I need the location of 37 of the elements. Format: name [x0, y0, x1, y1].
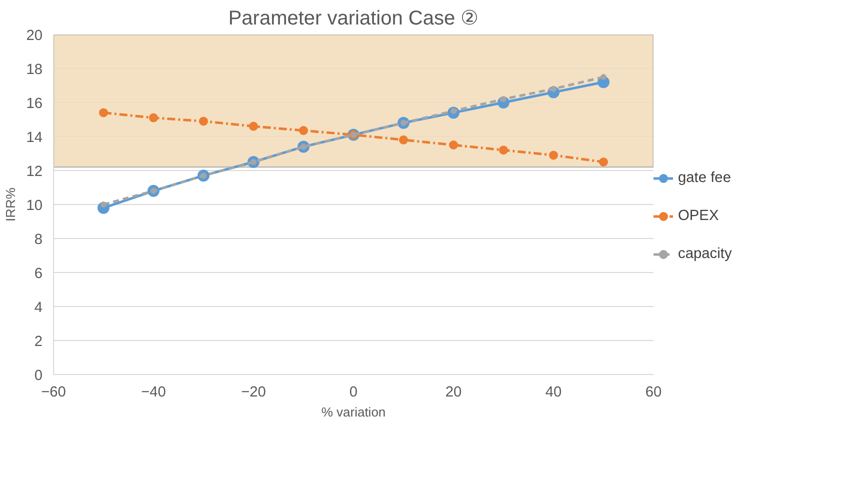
- point: [399, 135, 408, 144]
- y-tick-label: 10: [26, 198, 43, 214]
- point: [199, 116, 208, 126]
- point: [299, 126, 308, 136]
- point: [99, 108, 108, 118]
- y-tick-label: 14: [26, 130, 43, 146]
- point: [599, 158, 608, 166]
- y-tick-label: 20: [26, 28, 43, 44]
- y-tick-label: 6: [34, 266, 43, 282]
- x-tick-label: −40: [141, 384, 166, 400]
- y-tick-label: 12: [26, 164, 43, 180]
- point: [449, 140, 458, 150]
- legend-label: capacity: [678, 246, 732, 262]
- y-tick-label: 8: [34, 232, 43, 248]
- x-tick-label: −20: [241, 384, 266, 400]
- y-axis-title: IRR%: [3, 187, 18, 222]
- y-tick-label: 16: [26, 96, 43, 112]
- point: [600, 74, 606, 80]
- y-tick-label: 4: [34, 300, 43, 316]
- x-tick-label: 40: [545, 384, 562, 400]
- x-tick-label: 0: [349, 384, 358, 400]
- x-axis-title: % variation: [321, 404, 386, 420]
- x-tick-label: 20: [445, 384, 462, 400]
- point: [249, 122, 258, 131]
- point: [100, 202, 106, 208]
- legend-label: OPEX: [678, 208, 719, 224]
- y-tick-label: 2: [34, 334, 43, 350]
- chart-title: Parameter variation Case ②: [228, 8, 479, 30]
- point: [149, 113, 158, 122]
- legend-label: gate fee: [678, 170, 731, 186]
- x-tick-label: 60: [645, 384, 662, 400]
- point: [499, 146, 508, 155]
- x-tick-label: −60: [41, 384, 66, 400]
- y-tick-label: 0: [34, 368, 43, 384]
- point: [549, 150, 558, 160]
- point: [550, 86, 556, 92]
- y-tick-label: 18: [26, 62, 43, 78]
